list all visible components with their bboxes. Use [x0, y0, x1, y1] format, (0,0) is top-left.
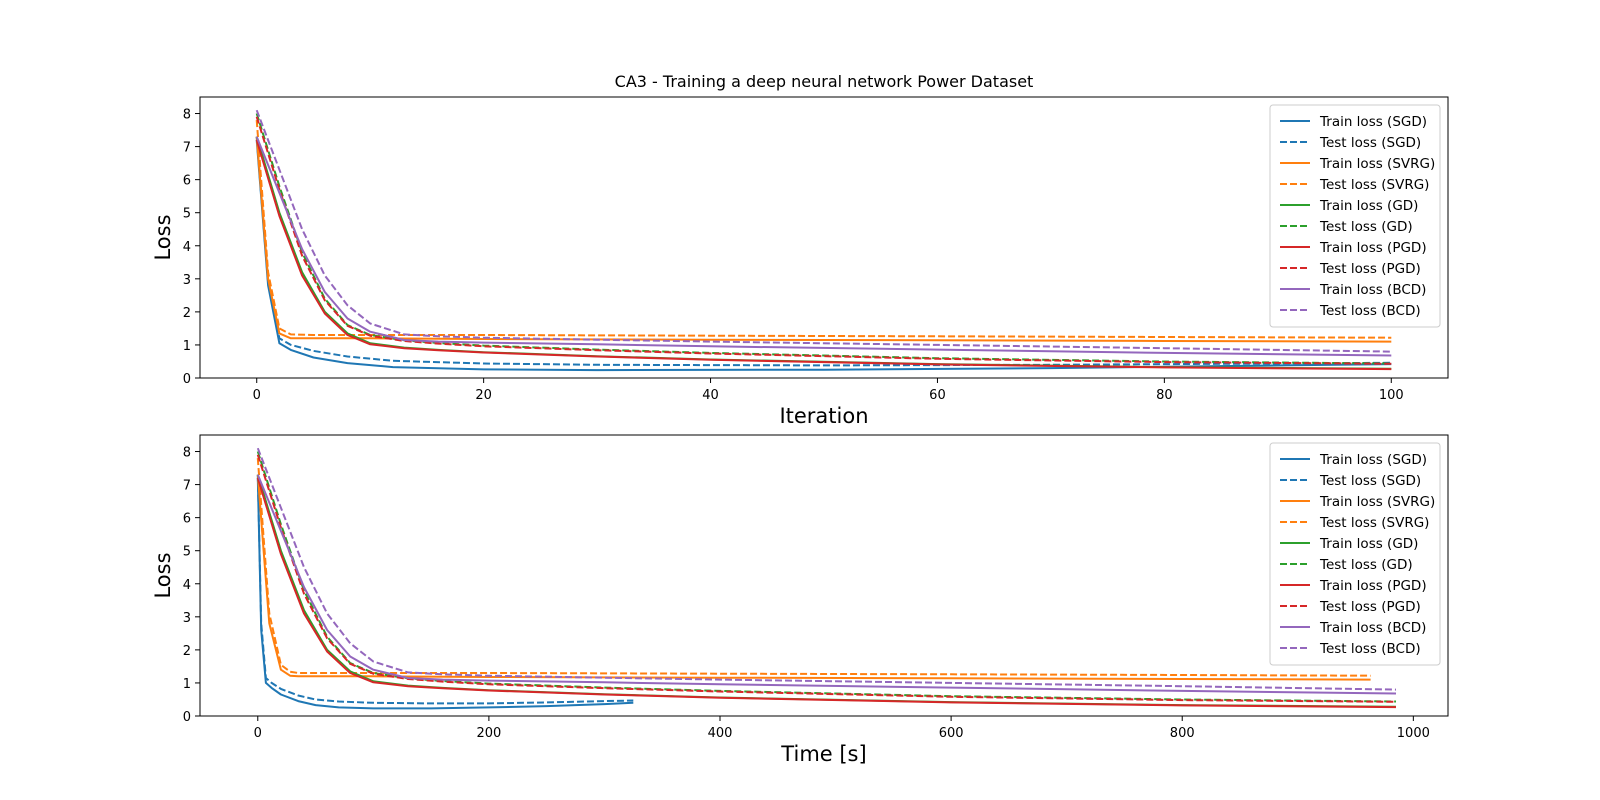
series-line-test-loss-bcd	[256, 447, 1397, 691]
time-loss-chart: 0 200 400 600 800 1000 0 1 2 3 4 5 6 7 8 Time [s] Loss Tr…	[151, 434, 1449, 766]
legend: Train loss (SGD) Test loss (SGD) Train los…	[1269, 104, 1441, 328]
x-tick-label: 20	[475, 388, 492, 403]
y-tick-label: 3	[183, 611, 191, 626]
legend-box	[1269, 442, 1441, 666]
axes-frame	[199, 96, 1449, 379]
series-line-train-loss-bcd	[256, 474, 1397, 695]
x-tick-label: 0	[254, 726, 262, 741]
x-tick-label: 400	[708, 726, 733, 741]
series-line-test-loss-sgd	[255, 136, 1392, 367]
y-axis-label: Loss	[151, 214, 175, 260]
y-axis-label: Loss	[151, 552, 175, 598]
series-line-train-loss-gd	[256, 474, 1397, 708]
series-line-train-loss-sgd	[255, 139, 1392, 372]
x-tick-label: 0	[253, 388, 261, 403]
series-line-train-loss-bcd	[255, 136, 1392, 357]
x-tick-label: 1000	[1397, 726, 1430, 741]
series-line-train-loss-pgd	[256, 477, 1397, 709]
y-tick-label: 0	[183, 710, 191, 725]
y-tick-label: 4	[183, 578, 191, 593]
legend-box	[1269, 104, 1441, 328]
legend-label: Test loss (SVRG)	[1319, 515, 1429, 531]
series-line-test-loss-pgd	[256, 454, 1397, 703]
series-line-test-loss-pgd	[255, 116, 1392, 365]
legend-label: Test loss (PGD)	[1319, 261, 1421, 277]
series-line-test-loss-gd	[256, 451, 1397, 703]
y-tick-label: 1	[183, 677, 191, 692]
legend-label: Test loss (GD)	[1319, 557, 1413, 573]
x-tick-label: 600	[939, 726, 964, 741]
legend-label: Test loss (PGD)	[1319, 599, 1421, 615]
y-tick-label: 1	[183, 339, 191, 354]
y-tick-label: 7	[183, 479, 191, 494]
y-tick-label: 6	[183, 174, 191, 189]
y-tick-label: 0	[183, 372, 191, 387]
series-line-train-loss-svrg	[255, 136, 1392, 343]
series-line-test-loss-svrg	[255, 120, 1392, 339]
series-group	[256, 447, 1397, 710]
legend-label: Train loss (SVRG)	[1319, 156, 1435, 172]
chart-title: CA3 - Training a deep neural network Pow…	[615, 72, 1034, 91]
y-tick-label: 8	[183, 108, 191, 123]
x-tick-label: 40	[702, 388, 719, 403]
series-line-train-loss-gd	[255, 136, 1392, 370]
legend-label: Train loss (GD)	[1319, 198, 1418, 214]
legend-label: Test loss (SGD)	[1319, 135, 1421, 151]
x-tick-label: 800	[1170, 726, 1195, 741]
legend-label: Test loss (SVRG)	[1319, 177, 1429, 193]
legend-label: Train loss (PGD)	[1319, 240, 1427, 256]
y-tick-label: 3	[183, 273, 191, 288]
legend-label: Train loss (GD)	[1319, 536, 1418, 552]
x-axis-label: Time [s]	[780, 742, 866, 766]
legend-label: Train loss (BCD)	[1319, 620, 1426, 636]
y-tick-label: 6	[183, 512, 191, 527]
legend: Train loss (SGD) Test loss (SGD) Train los…	[1269, 442, 1441, 666]
x-tick-label: 200	[476, 726, 501, 741]
legend-label: Train loss (SVRG)	[1319, 494, 1435, 510]
series-line-train-loss-sgd	[256, 477, 634, 710]
series-line-test-loss-bcd	[255, 109, 1392, 353]
y-tick-label: 5	[183, 545, 191, 560]
y-tick-label: 2	[183, 306, 191, 321]
legend-label: Train loss (SGD)	[1319, 452, 1427, 468]
series-line-test-loss-sgd	[256, 474, 634, 705]
series-line-train-loss-svrg	[256, 474, 1371, 681]
legend-label: Test loss (BCD)	[1319, 303, 1421, 319]
legend-label: Test loss (BCD)	[1319, 641, 1421, 657]
x-tick-label: 100	[1379, 388, 1404, 403]
y-tick-label: 7	[183, 141, 191, 156]
y-tick-label: 8	[183, 446, 191, 461]
axes-frame	[199, 434, 1449, 717]
series-line-test-loss-gd	[255, 113, 1392, 365]
x-axis-label: Iteration	[779, 404, 868, 428]
y-tick-label: 4	[183, 240, 191, 255]
legend-label: Train loss (PGD)	[1319, 578, 1427, 594]
y-tick-label: 5	[183, 207, 191, 222]
series-line-test-loss-svrg	[256, 458, 1371, 677]
series-line-train-loss-pgd	[255, 139, 1392, 371]
legend-label: Train loss (SGD)	[1319, 114, 1427, 130]
legend-label: Test loss (SGD)	[1319, 473, 1421, 489]
legend-label: Train loss (BCD)	[1319, 282, 1426, 298]
y-tick-label: 2	[183, 644, 191, 659]
iteration-loss-chart: 0 20 40 60 80 100 0 1 2 3 4 5 6 7 8 CA3 - Training a de…	[151, 72, 1449, 428]
x-tick-label: 80	[1156, 388, 1173, 403]
series-group	[255, 109, 1392, 372]
legend-label: Test loss (GD)	[1319, 219, 1413, 235]
x-tick-label: 60	[929, 388, 946, 403]
